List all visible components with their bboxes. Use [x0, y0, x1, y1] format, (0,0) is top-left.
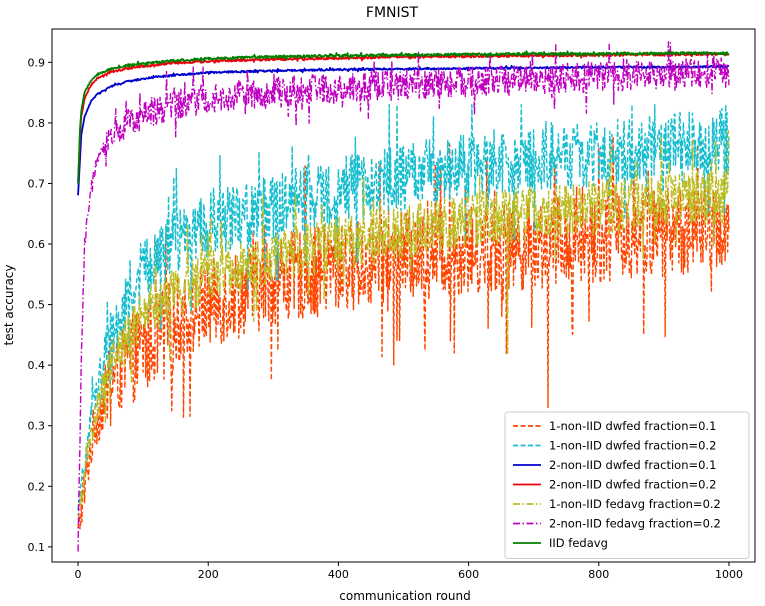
y-tick-label: 0.3	[28, 420, 46, 433]
legend: 1-non-IID dwfed fraction=0.1 1-non-IID dw…	[504, 411, 750, 559]
legend-label: 2-non-IID dwfed fraction=0.1	[549, 458, 716, 472]
y-tick-label: 0.4	[28, 359, 46, 372]
legend-label: 1-non-IID dwfed fraction=0.1	[549, 419, 716, 433]
x-tick-label: 600	[458, 568, 479, 581]
y-tick-label: 0.6	[28, 238, 46, 251]
y-tick-label: 0.9	[28, 56, 46, 69]
plot-frame	[51, 28, 756, 563]
x-tick-label: 400	[328, 568, 349, 581]
y-tick-label: 0.8	[28, 117, 46, 130]
x-axis-title: communication round	[339, 589, 470, 603]
legend-label: 2-non-IID dwfed fraction=0.2	[549, 478, 716, 492]
y-tick-label: 0.5	[28, 299, 46, 312]
legend-box	[504, 411, 750, 559]
y-axis: 0.1 0.2 0.3 0.4 0.5 0.6 0.7 0.8 0.9	[28, 56, 52, 554]
y-axis-title: test accuracy	[2, 265, 16, 346]
series-line-iid-fedavg	[77, 50, 730, 184]
y-tick-label: 0.1	[28, 541, 46, 554]
y-tick-label: 0.2	[28, 480, 46, 493]
chart-title: FMNIST	[366, 5, 419, 21]
y-tick-label: 0.7	[28, 177, 46, 190]
x-tick-label: 800	[588, 568, 609, 581]
x-tick-label: 1000	[715, 568, 743, 581]
x-tick-label: 0	[75, 568, 82, 581]
legend-label: IID fedavg	[549, 536, 608, 550]
series-line-1-non-iid-dwfed-fraction-0-2	[77, 104, 730, 511]
x-axis: 0 200 400 600 800 1000	[75, 562, 743, 581]
legend-label: 1-non-IID dwfed fraction=0.2	[549, 439, 716, 453]
series-line-2-non-iid-fedavg-fraction-0-2	[77, 41, 730, 552]
plot-lines	[77, 41, 730, 552]
legend-label: 1-non-IID fedavg fraction=0.2	[549, 497, 721, 511]
x-tick-label: 200	[198, 568, 219, 581]
series-line-2-non-iid-dwfed-fraction-0-1	[77, 64, 730, 196]
legend-label: 2-non-IID fedavg fraction=0.2	[549, 517, 721, 531]
series-line-1-non-iid-fedavg-fraction-0-2	[77, 129, 730, 518]
series-line-1-non-iid-dwfed-fraction-0-1	[77, 135, 730, 530]
series-line-2-non-iid-dwfed-fraction-0-2	[77, 51, 730, 183]
